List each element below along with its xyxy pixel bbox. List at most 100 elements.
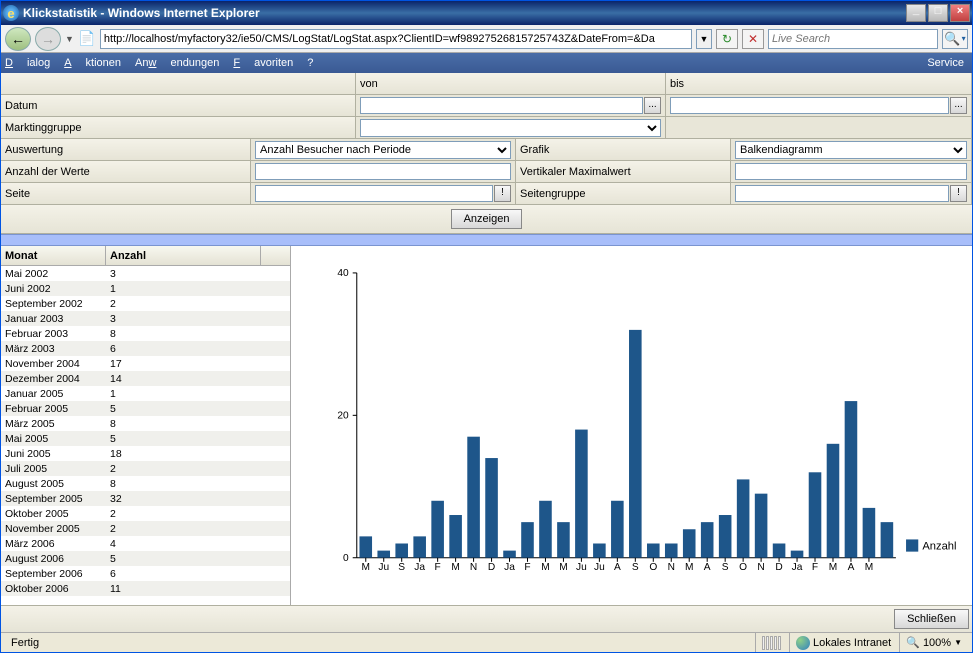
address-dropdown[interactable]: ▼ xyxy=(696,29,712,49)
schliessen-button[interactable]: Schließen xyxy=(894,609,969,629)
svg-text:M: M xyxy=(685,562,693,573)
svg-text:20: 20 xyxy=(337,410,349,421)
anzahl-werte-label: Anzahl der Werte xyxy=(1,161,251,182)
table-row[interactable]: Juni 200518 xyxy=(1,446,290,461)
table-row[interactable]: März 20036 xyxy=(1,341,290,356)
table-row[interactable]: August 20058 xyxy=(1,476,290,491)
datum-von-picker[interactable]: ... xyxy=(644,97,661,114)
seitengruppe-label: Seitengruppe xyxy=(516,183,731,204)
svg-text:S: S xyxy=(722,562,729,573)
table-row[interactable]: Oktober 200611 xyxy=(1,581,290,596)
svg-text:M: M xyxy=(559,562,567,573)
svg-text:M: M xyxy=(362,562,370,573)
close-button[interactable]: × xyxy=(950,4,970,22)
svg-text:A: A xyxy=(704,562,711,573)
svg-text:Anzahl: Anzahl xyxy=(922,541,956,553)
svg-text:S: S xyxy=(632,562,639,573)
svg-text:Ja: Ja xyxy=(504,562,515,573)
table-row[interactable]: September 200532 xyxy=(1,491,290,506)
menu-service[interactable]: Service xyxy=(927,57,964,69)
table-row[interactable]: März 20064 xyxy=(1,536,290,551)
status-divider xyxy=(762,636,781,650)
search-button[interactable]: 🔍▾ xyxy=(942,29,968,49)
status-text: Fertig xyxy=(5,633,753,652)
ie-icon: e xyxy=(3,5,19,21)
seite-picker[interactable]: ! xyxy=(494,185,511,202)
vert-max-label: Vertikaler Maximalwert xyxy=(516,161,731,182)
seitengruppe-picker[interactable]: ! xyxy=(950,185,967,202)
svg-text:S: S xyxy=(398,562,405,573)
svg-text:O: O xyxy=(739,562,747,573)
anzahl-werte-input[interactable] xyxy=(255,163,511,180)
datum-label: Datum xyxy=(1,95,356,116)
table-row[interactable]: Juni 20021 xyxy=(1,281,290,296)
datum-von-input[interactable] xyxy=(360,97,643,114)
datum-bis-input[interactable] xyxy=(670,97,949,114)
minimize-button[interactable]: _ xyxy=(906,4,926,22)
svg-text:F: F xyxy=(435,562,441,573)
table-row[interactable]: Februar 20055 xyxy=(1,401,290,416)
separator-bar xyxy=(1,234,972,246)
chart-svg: 02040MJuSJaFMNDJaFMMJuJuASONMASONDJaFMAM… xyxy=(311,256,962,595)
menu-help[interactable]: ? xyxy=(307,57,313,69)
menu-aktionen[interactable]: Aktionen xyxy=(64,57,121,69)
seitengruppe-input[interactable] xyxy=(735,185,949,202)
table-row[interactable]: November 20052 xyxy=(1,521,290,536)
navigation-toolbar: ← → ▼ 📄 ▼ ↻ ✕ 🔍▾ xyxy=(1,25,972,53)
page-icon: 📄 xyxy=(78,30,96,48)
svg-text:F: F xyxy=(524,562,530,573)
anzeigen-button[interactable]: Anzeigen xyxy=(451,209,523,229)
svg-text:40: 40 xyxy=(337,268,349,279)
table-row[interactable]: August 20065 xyxy=(1,551,290,566)
vert-max-input[interactable] xyxy=(735,163,967,180)
results-area: Monat Anzahl Mai 20023Juni 20021Septembe… xyxy=(1,246,972,605)
table-body[interactable]: Mai 20023Juni 20021September 20022Januar… xyxy=(1,266,290,605)
table-row[interactable]: Dezember 200414 xyxy=(1,371,290,386)
col-count-header[interactable]: Anzahl xyxy=(106,246,261,265)
bis-header: bis xyxy=(666,73,972,94)
bar-chart: 02040MJuSJaFMNDJaFMMJuJuASONMASONDJaFMAM… xyxy=(291,246,972,605)
svg-text:Ja: Ja xyxy=(792,562,803,573)
svg-text:M: M xyxy=(865,562,873,573)
col-month-header[interactable]: Monat xyxy=(1,246,106,265)
table-row[interactable]: September 20022 xyxy=(1,296,290,311)
address-input[interactable] xyxy=(100,29,692,49)
table-row[interactable]: Mai 20055 xyxy=(1,431,290,446)
table-row[interactable]: September 20066 xyxy=(1,566,290,581)
filter-form: von bis Datum ... ... Marktinggruppe Aus… xyxy=(1,73,972,234)
svg-text:N: N xyxy=(470,562,477,573)
blank-header xyxy=(1,73,356,94)
world-icon xyxy=(796,636,810,650)
back-button[interactable]: ← xyxy=(5,27,31,51)
zoom-icon: 🔍 xyxy=(906,636,920,649)
table-row[interactable]: November 200417 xyxy=(1,356,290,371)
table-row[interactable]: Januar 20033 xyxy=(1,311,290,326)
table-row[interactable]: Januar 20051 xyxy=(1,386,290,401)
svg-text:N: N xyxy=(668,562,675,573)
search-input[interactable] xyxy=(768,29,938,49)
table-row[interactable]: Mai 20023 xyxy=(1,266,290,281)
stop-button[interactable]: ✕ xyxy=(742,29,764,49)
table-row[interactable]: Oktober 20052 xyxy=(1,506,290,521)
maximize-button[interactable]: □ xyxy=(928,4,948,22)
grafik-select[interactable]: Balkendiagramm xyxy=(735,141,967,159)
auswertung-label: Auswertung xyxy=(1,139,251,160)
grafik-label: Grafik xyxy=(516,139,731,160)
table-row[interactable]: Februar 20038 xyxy=(1,326,290,341)
menu-favoriten[interactable]: Favoriten xyxy=(233,57,293,69)
menu-anwendungen[interactable]: Anwendungen xyxy=(135,57,219,69)
refresh-button[interactable]: ↻ xyxy=(716,29,738,49)
table-row[interactable]: Juli 20052 xyxy=(1,461,290,476)
security-zone: Lokales Intranet xyxy=(789,633,897,652)
data-table: Monat Anzahl Mai 20023Juni 20021Septembe… xyxy=(1,246,291,605)
dropdown-arrow[interactable]: ▼ xyxy=(65,34,74,44)
von-header: von xyxy=(356,73,666,94)
zoom-control[interactable]: 🔍100%▼ xyxy=(899,633,968,652)
forward-button[interactable]: → xyxy=(35,27,61,51)
marktinggruppe-select[interactable] xyxy=(360,119,661,137)
table-row[interactable]: März 20058 xyxy=(1,416,290,431)
menu-dialog[interactable]: Dialog xyxy=(5,57,50,69)
datum-bis-picker[interactable]: ... xyxy=(950,97,967,114)
auswertung-select[interactable]: Anzahl Besucher nach Periode xyxy=(255,141,511,159)
seite-input[interactable] xyxy=(255,185,493,202)
